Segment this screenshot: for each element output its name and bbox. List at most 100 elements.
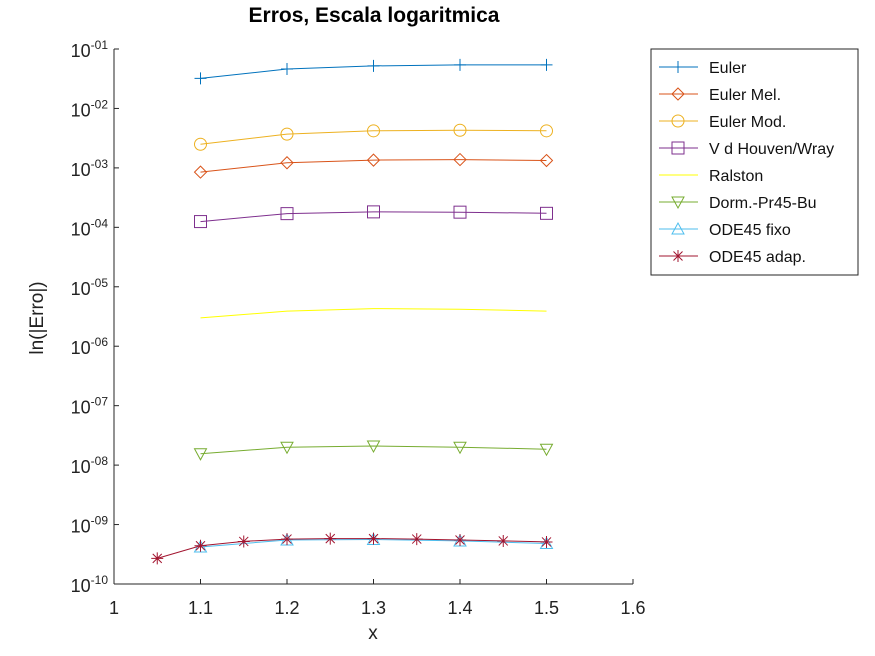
series-euler bbox=[194, 58, 553, 85]
marker-asterisk bbox=[540, 535, 553, 548]
legend-item: Ralston bbox=[659, 168, 763, 185]
marker-diamond bbox=[193, 165, 208, 179]
marker-asterisk bbox=[497, 534, 510, 547]
legend-label: Euler Mel. bbox=[709, 87, 781, 104]
marker-circle bbox=[280, 127, 294, 141]
series-line bbox=[200, 308, 547, 319]
marker-triangle-down bbox=[280, 441, 294, 455]
y-tick-exponent: -07 bbox=[91, 395, 109, 409]
marker-square bbox=[453, 205, 467, 219]
marker-plus bbox=[454, 58, 466, 71]
marker-plus bbox=[540, 58, 553, 71]
y-tick-exponent: -05 bbox=[91, 276, 109, 290]
y-tick-label: 10-09 bbox=[71, 514, 109, 537]
marker-diamond bbox=[539, 153, 554, 168]
legend-item: Euler bbox=[659, 60, 747, 77]
marker-asterisk bbox=[410, 533, 423, 546]
series-v-d-houven-wray bbox=[194, 205, 553, 229]
marker-circle bbox=[367, 124, 380, 138]
y-tick-base: 10 bbox=[71, 219, 91, 239]
y-tick-label: 10-03 bbox=[71, 157, 109, 180]
y-tick-label: 10-08 bbox=[71, 454, 109, 477]
marker-triangle-down bbox=[193, 448, 208, 461]
series-euler-mod bbox=[194, 123, 553, 151]
legend-label: Euler Mod. bbox=[709, 114, 786, 131]
legend-item: V d Houven/Wray bbox=[659, 141, 834, 158]
series-ode45-adap bbox=[151, 532, 553, 565]
marker-diamond bbox=[453, 152, 467, 167]
marker-triangle-down bbox=[366, 440, 381, 454]
y-tick-exponent: -04 bbox=[91, 216, 109, 230]
x-tick-label: 1.6 bbox=[620, 598, 645, 618]
legend-item: Dorm.-Pr45-Bu bbox=[659, 195, 817, 212]
marker-plus bbox=[281, 63, 293, 76]
series-dorm-pr45-bu bbox=[193, 440, 554, 461]
x-axis-label: x bbox=[368, 623, 378, 644]
marker-triangle-up bbox=[539, 536, 554, 550]
marker-plus bbox=[367, 59, 380, 72]
y-tick-base: 10 bbox=[71, 517, 91, 537]
marker-plus bbox=[194, 72, 207, 85]
marker-circle bbox=[671, 114, 685, 128]
marker-triangle-down bbox=[671, 196, 685, 210]
marker-square bbox=[367, 205, 380, 219]
y-tick-base: 10 bbox=[71, 279, 91, 299]
y-tick-exponent: -01 bbox=[91, 38, 109, 52]
y-tick-exponent: -06 bbox=[91, 335, 109, 349]
y-tick-exponent: -09 bbox=[91, 514, 109, 528]
legend-label: Dorm.-Pr45-Bu bbox=[709, 195, 817, 212]
x-tick-label: 1 bbox=[109, 598, 119, 618]
marker-asterisk bbox=[151, 552, 164, 565]
y-tick-base: 10 bbox=[71, 398, 91, 418]
marker-asterisk bbox=[281, 533, 293, 546]
marker-square bbox=[540, 206, 553, 220]
legend-label: ODE45 fixo bbox=[709, 222, 791, 239]
marker-asterisk bbox=[454, 533, 466, 546]
x-tick-label: 1.3 bbox=[361, 598, 386, 618]
y-tick-base: 10 bbox=[71, 457, 91, 477]
marker-diamond bbox=[366, 153, 381, 167]
x-tick-label: 1.4 bbox=[447, 598, 472, 618]
marker-asterisk bbox=[324, 532, 337, 545]
legend-item: ODE45 adap. bbox=[659, 249, 806, 266]
y-tick-exponent: -03 bbox=[91, 157, 109, 171]
marker-circle bbox=[540, 124, 553, 138]
series-euler-mel bbox=[193, 152, 554, 179]
plot-axes: 1 1.1 1.2 1.3 1.4 1.5 1.610-1010-0910-0810-071… bbox=[71, 38, 646, 618]
series-ralston bbox=[200, 308, 547, 319]
y-tick-label: 10-02 bbox=[71, 97, 109, 120]
y-tick-exponent: -10 bbox=[91, 573, 109, 587]
legend-label: V d Houven/Wray bbox=[709, 141, 834, 158]
marker-square bbox=[671, 141, 685, 155]
y-tick-exponent: -08 bbox=[91, 454, 109, 468]
marker-asterisk bbox=[237, 535, 250, 548]
series-line bbox=[200, 211, 547, 223]
marker-triangle-down bbox=[453, 441, 467, 455]
y-tick-base: 10 bbox=[71, 100, 91, 120]
legend-label: ODE45 adap. bbox=[709, 249, 806, 266]
y-tick-base: 10 bbox=[71, 338, 91, 358]
legend-item: Euler Mel. bbox=[659, 87, 781, 104]
x-tick-label: 1.5 bbox=[534, 598, 559, 618]
marker-circle bbox=[194, 137, 207, 151]
y-tick-base: 10 bbox=[71, 41, 91, 61]
y-tick-label: 10-07 bbox=[71, 395, 109, 418]
marker-square bbox=[280, 207, 294, 221]
marker-asterisk bbox=[194, 539, 207, 552]
marker-plus bbox=[672, 61, 684, 73]
y-tick-base: 10 bbox=[71, 576, 91, 596]
marker-triangle-up bbox=[671, 221, 685, 235]
legend-label: Euler bbox=[709, 60, 747, 77]
marker-square bbox=[194, 215, 207, 229]
y-tick-label: 10-05 bbox=[71, 276, 109, 299]
series-line bbox=[157, 538, 547, 559]
marker-triangle-down bbox=[539, 443, 554, 457]
chart-title: Erros, Escala logaritmica bbox=[249, 4, 500, 27]
legend-label: Ralston bbox=[709, 168, 763, 185]
series-line bbox=[200, 129, 547, 145]
y-tick-label: 10-01 bbox=[71, 38, 109, 61]
y-tick-label: 10-10 bbox=[71, 573, 109, 596]
x-tick-label: 1.1 bbox=[188, 598, 213, 618]
legend-item: Euler Mod. bbox=[659, 114, 786, 131]
